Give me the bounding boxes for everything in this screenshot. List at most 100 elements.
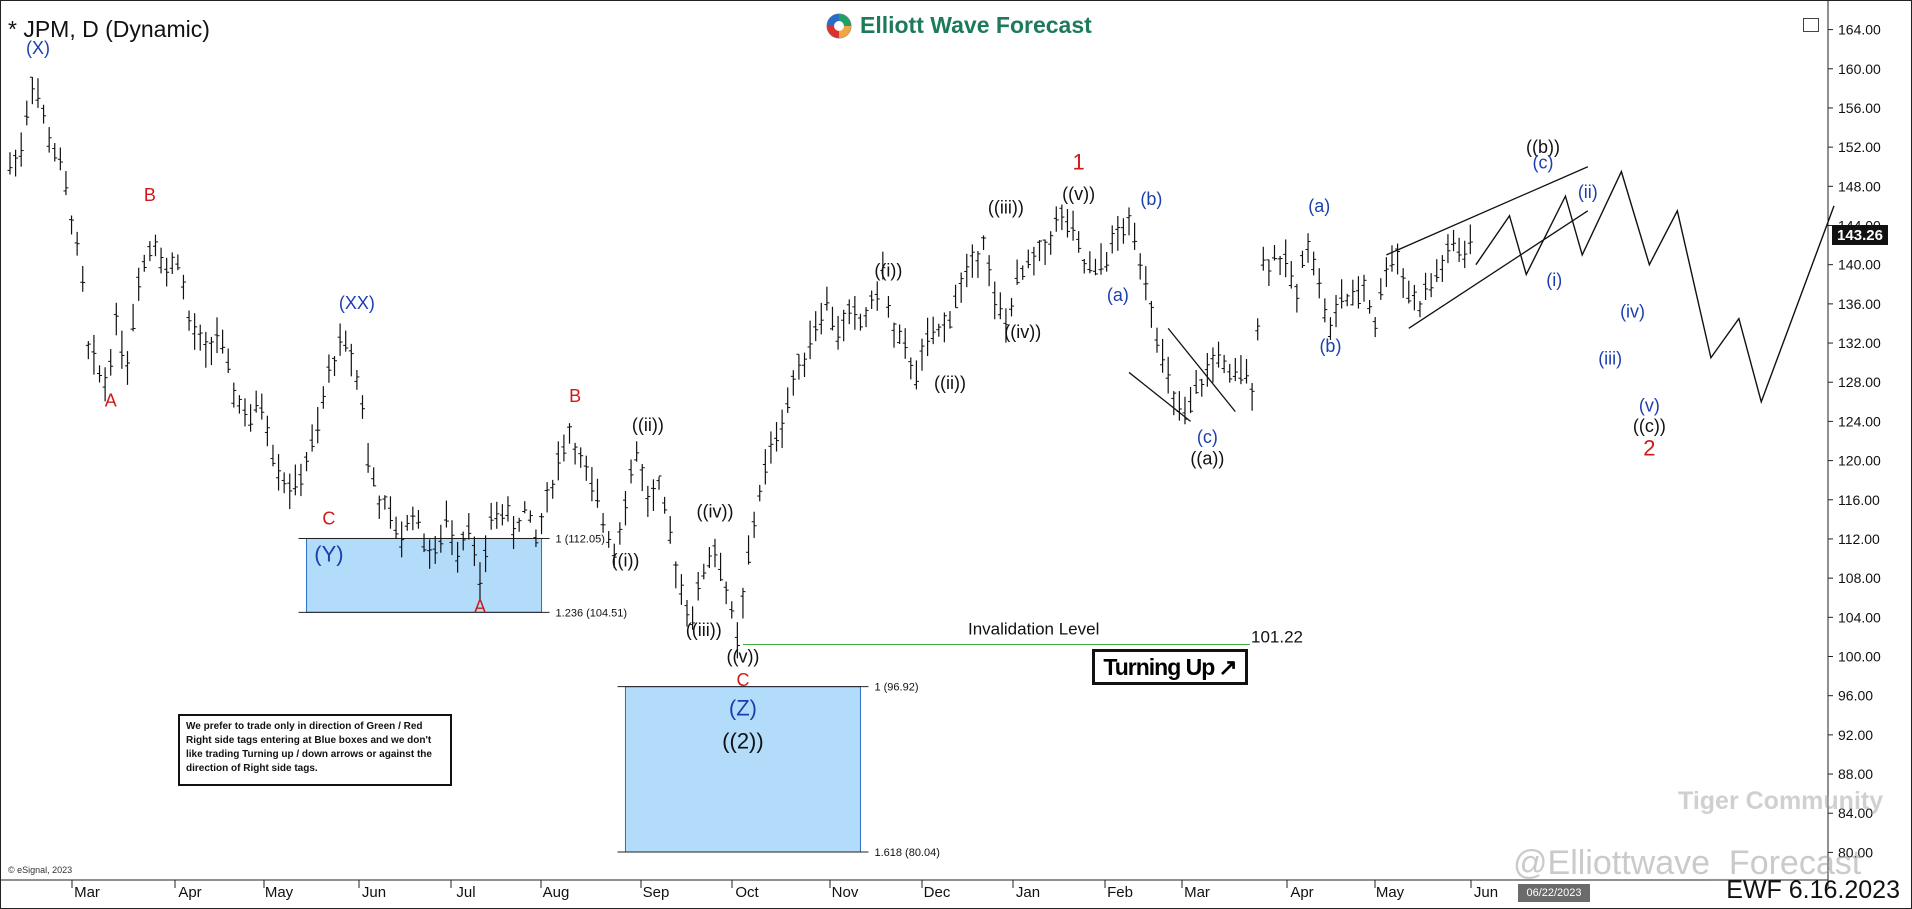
turning-up-badge: Turning Up ↗ [1092,649,1248,685]
wave-label: (c) [1197,427,1218,447]
x-tick-label: Jun [1474,884,1498,901]
x-tick-label: Aug [543,884,570,901]
wave-label: ((i)) [874,260,902,280]
y-tick-label: 92.00 [1838,727,1873,743]
y-tick-label: 124.00 [1838,413,1881,429]
wave-label: (b) [1140,189,1162,209]
x-tick-label: Apr [178,884,201,901]
wave-label: (i) [1546,270,1562,290]
wave-label: ((v)) [1062,184,1095,204]
y-tick-label: 152.00 [1838,139,1881,155]
wave-label: (XX) [339,293,375,313]
y-tick-label: 100.00 [1838,649,1881,665]
y-tick-label: 120.00 [1838,453,1881,469]
invalidation-value: 101.22 [1251,628,1303,647]
esignal-copyright: © eSignal, 2023 [8,865,73,875]
target-box [306,537,543,613]
wave-label: (ii) [1578,182,1598,202]
wave-label: ((c)) [1633,416,1666,436]
diagonal-lower-line [1408,210,1589,329]
y-tick-label: 116.00 [1838,492,1880,508]
wedge-upper-line [1167,327,1236,413]
wave-label: C [322,508,335,528]
x-tick-label: Mar [1184,884,1210,901]
wave-label: ((iv)) [696,501,733,521]
restore-window-icon[interactable] [1803,18,1819,32]
x-tick-label: May [1376,884,1405,901]
wave-label: C [736,670,749,690]
crosshair-date-tag: 06/22/2023 [1518,884,1590,902]
invalidation-label: Invalidation Level [968,620,1099,639]
wave-label: (a) [1107,285,1129,305]
wave-label: ((2)) [722,729,764,754]
tiger-watermark: Tiger Community [1678,787,1884,815]
trading-note: We prefer to trade only in direction of … [178,714,452,786]
diagonal-upper-line [1386,166,1589,256]
wave-label: (c) [1533,153,1554,173]
projection-path [1475,169,1835,405]
y-tick-label: 156.00 [1838,100,1881,116]
wave-label: 2 [1643,436,1655,461]
wave-label: A [105,391,117,411]
wave-label: B [144,185,156,205]
x-tick-label: Jul [456,884,475,901]
x-tick-label: Dec [924,884,951,901]
current-price-tag: 143.26 [1832,225,1888,245]
y-tick-label: 164.00 [1838,22,1881,38]
wave-label: (a) [1308,196,1330,216]
wave-label: ((v)) [726,646,759,666]
wave-label: (b) [1319,336,1341,356]
wave-label: (v) [1639,396,1660,416]
y-tick-label: 132.00 [1838,335,1881,351]
wave-label: A [474,596,486,616]
y-tick-label: 104.00 [1838,609,1881,625]
wave-label: B [569,386,581,406]
wave-label: (Z) [729,695,757,720]
wave-label: ((ii)) [632,415,664,435]
y-tick-label: 136.00 [1838,296,1881,312]
target-box [624,686,861,853]
wave-label: ((iv)) [1004,322,1041,342]
arrow-up-right-icon: ↗ [1218,653,1237,680]
box-bottom-label: 1.618 (80.04) [874,847,939,859]
chart-title: * JPM, D (Dynamic) [8,16,210,42]
logo: Elliott Wave Forecast [826,12,1092,39]
y-tick-label: 140.00 [1838,257,1881,273]
box-bottom-label: 1.236 (104.51) [556,607,628,619]
logo-text: Elliott Wave Forecast [860,12,1092,38]
x-tick-label: Sep [643,884,670,901]
y-tick-label: 112.00 [1838,531,1880,547]
x-tick-label: Nov [832,884,859,901]
wedge-lower-line [1128,371,1191,422]
x-tick-label: Mar [74,884,100,901]
logo-icon [826,13,852,38]
wave-label: (Y) [314,541,343,566]
x-tick-label: Apr [1290,884,1313,901]
wave-label: ((i)) [611,550,639,570]
box-top-label: 1 (96.92) [874,682,918,694]
wave-label: 1 [1073,150,1085,175]
box-top-label: 1 (112.05) [556,533,605,545]
x-tick-label: Feb [1107,884,1133,901]
wave-label: ((b)) [1526,137,1560,157]
y-tick-label: 148.00 [1838,178,1881,194]
y-tick-label: 128.00 [1838,374,1881,390]
elliottwave-watermark: @Elliottwave_Forecast [1513,844,1862,882]
y-tick-label: 88.00 [1838,766,1873,782]
turning-up-label: Turning Up [1103,653,1215,680]
wave-label: ((ii)) [934,373,966,393]
y-tick-label: 160.00 [1838,61,1881,77]
x-tick-label: Oct [735,884,759,901]
y-tick-label: 96.00 [1838,688,1873,704]
wave-label: ((iii)) [988,198,1024,218]
wave-label: ((a)) [1190,449,1224,469]
x-tick-label: Jun [362,884,386,901]
wave-label: ((iii)) [686,620,722,640]
wave-label: (iii) [1598,349,1622,369]
wave-label: (iv) [1620,302,1645,322]
x-tick-label: Jan [1016,884,1040,901]
ewf-date: EWF 6.16.2023 [1726,876,1900,904]
y-tick-label: 108.00 [1838,570,1881,586]
x-tick-label: May [265,884,294,901]
